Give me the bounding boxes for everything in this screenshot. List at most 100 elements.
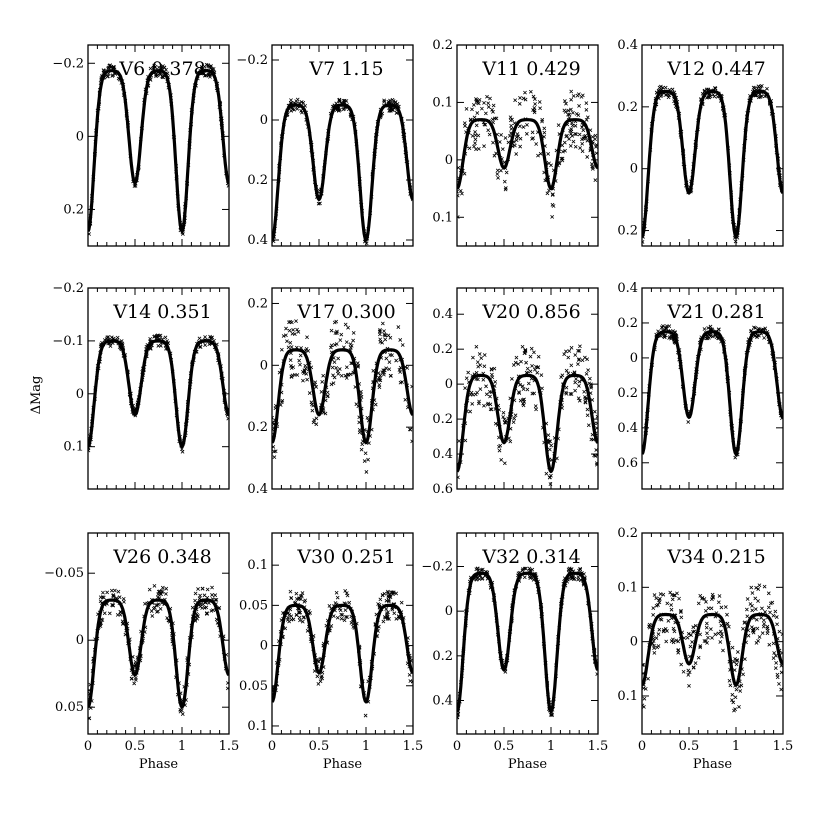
data-point xyxy=(517,391,522,395)
panel-4: 0.4 0.2 0 0.2 V12 0.447 xyxy=(617,38,784,247)
data-point xyxy=(476,146,481,151)
data-point xyxy=(463,438,468,443)
data-point xyxy=(329,345,333,350)
data-point xyxy=(568,392,573,396)
data-point xyxy=(480,567,485,572)
data-point xyxy=(98,595,103,600)
data-point xyxy=(305,628,310,633)
data-point xyxy=(751,85,756,90)
data-point xyxy=(329,328,334,333)
light-curve xyxy=(457,118,598,191)
data-point xyxy=(193,591,198,596)
data-point xyxy=(696,655,701,660)
data-point xyxy=(595,426,598,430)
data-point xyxy=(743,657,747,661)
data-point xyxy=(297,615,302,620)
data-point xyxy=(351,331,356,335)
data-point xyxy=(297,610,301,615)
data-point xyxy=(204,611,209,616)
data-point xyxy=(295,327,299,332)
data-point xyxy=(502,417,507,422)
panel-grid: −0.2 0 0.2 V6 0.378 −0.2 0 0.2 0.4 V7 1.15 0.2 0.1… xyxy=(44,38,793,772)
data-point xyxy=(772,651,777,655)
data-point xyxy=(160,585,165,590)
data-point xyxy=(363,451,368,456)
data-point xyxy=(121,596,126,601)
data-point xyxy=(482,122,487,127)
y-tick-label: 0.4 xyxy=(432,694,453,709)
data-point xyxy=(291,617,296,622)
data-point xyxy=(132,184,137,188)
data-point xyxy=(518,136,523,141)
data-point xyxy=(654,636,659,640)
data-point xyxy=(403,397,408,402)
y-tick-label: 0 xyxy=(630,635,638,650)
panel-5: −0.2 −0.1 0 0.1 V14 0.351 xyxy=(52,281,230,490)
data-point xyxy=(593,133,598,138)
data-point xyxy=(288,340,293,345)
data-point xyxy=(569,132,573,136)
data-point xyxy=(489,407,494,412)
data-point xyxy=(549,443,554,448)
data-point xyxy=(513,413,518,418)
data-point xyxy=(399,600,404,605)
data-point xyxy=(755,626,760,631)
data-point xyxy=(696,601,701,606)
data-point xyxy=(332,320,337,325)
data-point xyxy=(498,443,503,448)
data-point xyxy=(500,147,505,152)
data-point xyxy=(756,84,761,89)
data-point xyxy=(291,327,296,332)
data-point xyxy=(679,608,683,613)
panel-frame xyxy=(87,44,230,247)
light-curve xyxy=(88,69,229,233)
data-point xyxy=(562,352,567,357)
data-point xyxy=(304,371,309,376)
data-point xyxy=(549,473,553,478)
data-point xyxy=(306,349,311,353)
data-point xyxy=(651,606,656,610)
data-point xyxy=(199,65,204,69)
data-point xyxy=(335,595,340,600)
data-point xyxy=(503,420,508,425)
data-point xyxy=(384,366,389,371)
data-point xyxy=(287,320,291,325)
data-point xyxy=(687,670,692,675)
data-point xyxy=(522,397,526,402)
data-point xyxy=(325,390,330,395)
data-point xyxy=(393,100,398,105)
data-point xyxy=(669,639,674,643)
data-point xyxy=(533,367,537,372)
light-curve xyxy=(642,330,783,456)
data-point xyxy=(562,140,567,145)
data-point xyxy=(576,396,581,401)
y-tick-label: 0.2 xyxy=(432,412,453,427)
data-point xyxy=(549,163,553,168)
data-point xyxy=(332,375,337,380)
data-point xyxy=(334,590,339,595)
data-point xyxy=(483,111,488,116)
data-point xyxy=(155,333,160,338)
data-point xyxy=(573,131,577,136)
y-tick-label: 0.4 xyxy=(617,281,638,296)
data-point xyxy=(754,617,759,622)
data-point xyxy=(671,626,676,631)
y-tick-label: −0.2 xyxy=(421,560,453,575)
data-point xyxy=(398,338,403,342)
data-points xyxy=(272,589,413,718)
data-point xyxy=(118,612,123,617)
data-point xyxy=(537,100,542,104)
y-tick-label: −0.2 xyxy=(236,53,268,68)
data-point xyxy=(757,583,762,588)
data-point xyxy=(313,380,318,385)
data-point xyxy=(477,352,482,356)
data-point xyxy=(482,144,486,149)
panel-frame xyxy=(271,287,414,490)
data-point xyxy=(567,137,571,141)
data-point xyxy=(474,97,478,101)
data-point xyxy=(295,373,300,377)
x-tick-label: 1.5 xyxy=(219,739,240,754)
panel-title: V20 0.856 xyxy=(481,301,580,323)
data-point xyxy=(721,648,725,653)
data-point xyxy=(536,365,541,370)
